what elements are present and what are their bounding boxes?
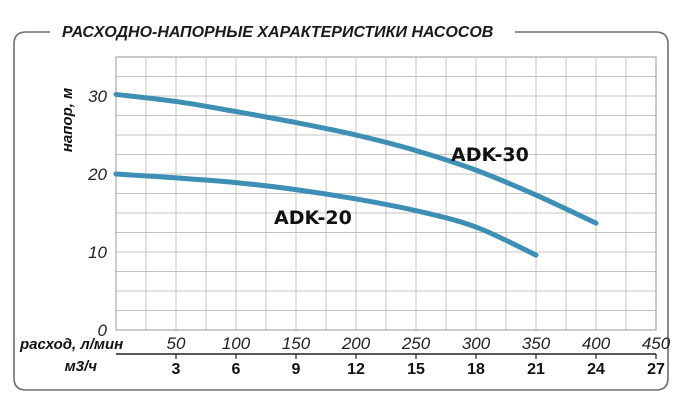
x-axis-label: расход, л/мин	[19, 336, 123, 353]
grid	[116, 57, 656, 330]
x-tick-label: 150	[282, 334, 311, 353]
y-tick-label: 20	[87, 165, 107, 184]
y-axis-label: напор, м	[59, 88, 76, 152]
plot-area-border	[115, 56, 657, 331]
chart-title: РАСХОДНО-НАПОРНЫЕ ХАРАКТЕРИСТИКИ НАСОСОВ	[62, 24, 493, 41]
x2-axis-label: м3/ч	[65, 358, 98, 375]
x-tick-label: 300	[462, 334, 491, 353]
y-tick-label: 10	[88, 243, 107, 262]
x2-tick-label: 15	[407, 361, 425, 378]
series-label-adk-30: ADK-30	[451, 144, 529, 166]
x2-tick-label: 27	[647, 361, 665, 378]
y-axis-ticks: 0 10 20 30	[87, 87, 107, 340]
x-tick-label: 100	[222, 334, 251, 353]
x-tick-label: 450	[642, 334, 671, 353]
series-line-adk-20	[113, 171, 539, 258]
x-tick-label: 50	[167, 334, 186, 353]
x2-tick-label: 6	[232, 361, 241, 378]
series-label-adk-20: ADK-20	[274, 207, 352, 229]
x2-tick-label: 18	[467, 361, 485, 378]
x2-tick-label: 12	[347, 361, 365, 378]
x-tick-label: 250	[401, 334, 431, 353]
x2-tick-label: 3	[172, 361, 181, 378]
x-tick-label: 200	[341, 334, 371, 353]
series-lines	[113, 91, 599, 258]
y-tick-label: 30	[88, 87, 107, 106]
x-axis-ticks: 50 100 150 200 250 300 350 400 450	[167, 334, 671, 353]
x-tick-label: 350	[522, 334, 551, 353]
x2-axis-ticks: 3 6 9 12 15 18 21 24 27	[172, 354, 665, 378]
x-tick-label: 400	[582, 334, 611, 353]
series-line-adk-30	[113, 91, 599, 226]
chart-frame	[13, 31, 669, 391]
x2-tick-label: 9	[292, 361, 301, 378]
y-tick-label: 0	[98, 321, 108, 340]
x2-tick-label: 21	[527, 361, 545, 378]
x2-tick-label: 24	[587, 361, 605, 378]
